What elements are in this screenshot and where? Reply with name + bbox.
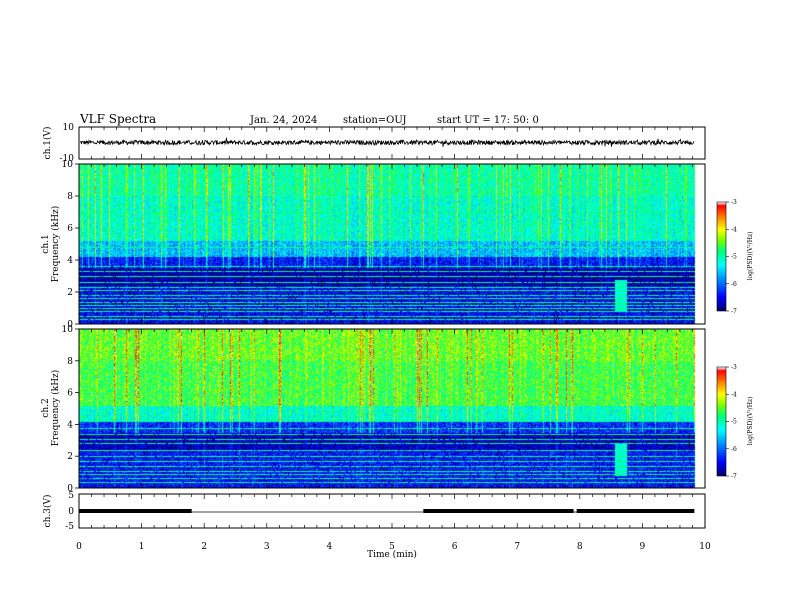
time-axis-label: Time (min)	[367, 549, 417, 560]
ch1-colorbar	[717, 202, 726, 311]
xtick-label: 8	[577, 542, 583, 552]
ytick-label: 8	[67, 357, 73, 367]
xtick-label: 10	[699, 542, 711, 552]
ch3-ytick-bottom: -5	[65, 522, 74, 532]
xtick-label: 5	[389, 542, 395, 552]
colorbar-tick-label: -5	[731, 254, 737, 261]
xtick-label: 3	[264, 542, 270, 552]
figure-title: VLF Spectra	[79, 112, 156, 126]
ch1-spec-ylabel-line2: Frequency (kHz)	[50, 206, 61, 283]
ch3-segment	[423, 509, 574, 513]
ch2-colorbar-label: log(PSD)(V²/Hz)	[747, 397, 754, 446]
ytick-label: 10	[62, 325, 74, 335]
ch1-spectrogram-image	[79, 164, 705, 324]
ytick-label: 10	[62, 160, 74, 170]
ytick-label: 2	[67, 452, 73, 462]
start-time-label: start UT = 17: 50: 0	[437, 115, 539, 126]
ch2-spec-ylabel-line2: Frequency (kHz)	[50, 370, 61, 447]
ch1-spec-yticks: 0 2 4 6 8 10	[62, 160, 79, 330]
ytick-label: 2	[67, 288, 73, 298]
ytick-label: 0	[67, 320, 73, 330]
colorbar-tick-label: -4	[731, 226, 737, 233]
xtick-label: 1	[139, 542, 145, 552]
ch2-spec-yticks: 0 2 4 6 8 10	[62, 325, 79, 494]
colorbar-tick-label: -7	[731, 308, 737, 315]
ch3-segment	[79, 509, 192, 513]
xtick-label: 9	[640, 542, 646, 552]
colorbar-tick-label: -3	[731, 364, 737, 371]
ch2-spectrogram-image	[79, 329, 705, 488]
xtick-label: 0	[76, 542, 82, 552]
xtick-label: 4	[327, 542, 333, 552]
time-axis: 0 1 2 3 4 5 6 7 8 9 10 0	[68, 127, 711, 552]
ch1-waveform-line	[79, 137, 695, 147]
xtick-label: 7	[514, 542, 520, 552]
ch1-waveform-trace	[79, 137, 695, 147]
ch3-ylabel: ch.3(V)	[42, 495, 53, 528]
colorbar-tick-label: -5	[731, 419, 737, 426]
colorbar-tick-label: -6	[731, 446, 737, 453]
ch1-colorbar-ticks: -3 -4 -5 -6 -7	[726, 199, 737, 315]
ch1-ytick-bottom: -10	[60, 154, 75, 164]
ch1-spec-ylabel-line1: ch.1	[41, 234, 51, 253]
ch3-panel: 5 -5 ch.3(V)	[42, 491, 706, 532]
ch1-colorbar-label: log(PSD)(V²/Hz)	[747, 232, 754, 281]
ch2-spec-ylabel-line1: ch.2	[41, 398, 51, 417]
station-label: station=OUJ	[343, 115, 407, 126]
date-label: Jan. 24, 2024	[249, 115, 317, 126]
ch3-segment	[576, 509, 695, 513]
ch1-ylabel: ch.1(V)	[42, 127, 53, 160]
ch3-trace	[79, 509, 695, 513]
ytick-label: 4	[67, 420, 73, 430]
ytick-label: 4	[67, 256, 73, 266]
ytick-label: 8	[67, 192, 73, 202]
ch2-colorbar	[717, 367, 726, 476]
xtick-label: 6	[452, 542, 458, 552]
ytick-label: 0	[67, 484, 73, 494]
xtick-label: 2	[201, 542, 207, 552]
ch2-colorbar-ticks: -3 -4 -5 -6 -7	[726, 364, 737, 480]
ytick-label: 6	[67, 224, 73, 234]
colorbar-tick-label: -7	[731, 473, 737, 480]
ch3-ytick-top: 5	[68, 491, 74, 501]
ch1-ytick-top: 10	[63, 123, 75, 133]
ch3-ytick-mid: 0	[68, 507, 74, 517]
colorbar-tick-label: -4	[731, 391, 737, 398]
colorbar-tick-label: -3	[731, 199, 737, 206]
colorbar-tick-label: -6	[731, 281, 737, 288]
ytick-label: 6	[67, 389, 73, 399]
